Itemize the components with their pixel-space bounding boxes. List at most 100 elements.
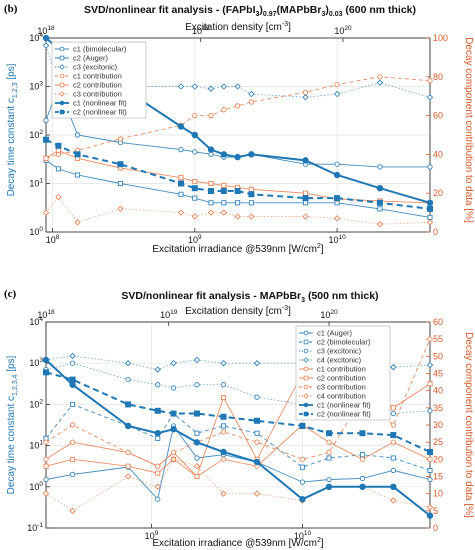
legend-label: c4 contribution — [317, 392, 366, 401]
data-point — [117, 205, 124, 212]
legend-label: c2 contribution — [317, 374, 366, 383]
y2-tick-label: 35 — [433, 403, 443, 413]
legend-marker — [303, 366, 309, 372]
data-point — [221, 107, 227, 113]
y-tick-label: 104 — [29, 32, 43, 43]
y2-tick-label: 15 — [433, 472, 443, 482]
data-point — [191, 131, 198, 139]
legend-marker — [303, 339, 309, 345]
data-point — [359, 430, 366, 437]
top-tick-label: 1020 — [334, 25, 352, 36]
data-point — [155, 382, 161, 388]
legend-label: c3 (excitonic) — [317, 347, 362, 356]
data-point — [221, 182, 227, 188]
legend-marker — [59, 82, 65, 88]
legend-label: c2 (bimolecular) — [317, 338, 371, 347]
data-point — [426, 512, 434, 519]
y2-axis-title: Decay component contribution to data [%] — [463, 332, 474, 518]
y2-tick-label: 60 — [433, 317, 443, 327]
panel-label: (b) — [4, 3, 18, 15]
data-point — [69, 439, 76, 445]
y2-tick-label: 20 — [433, 188, 443, 198]
data-point — [427, 336, 433, 342]
chart-title: SVD/nonlinear fit analysis - MAPbBr3 (50… — [121, 290, 378, 304]
y2-axis-title: Decay component contribution to data [%] — [463, 37, 474, 223]
data-point — [390, 483, 397, 490]
data-point — [248, 200, 254, 206]
data-point — [220, 490, 227, 497]
data-point — [124, 360, 132, 367]
legend: c1 (bimolecular)c2 (Auger)c3 (excitonic)… — [51, 41, 147, 119]
y-axis-title: Decay time constant c1,2,3 [ps] — [6, 63, 19, 196]
data-point — [117, 180, 123, 186]
data-point — [177, 123, 185, 130]
data-point — [334, 81, 340, 88]
data-point — [302, 157, 309, 164]
data-point — [178, 191, 184, 197]
data-point — [43, 476, 49, 483]
data-point — [117, 136, 123, 142]
panel-c: (c) SVD/nonlinear fit analysis - MAPbBr3… — [4, 288, 474, 549]
data-point — [248, 90, 255, 98]
legend-label: c1 (nonlinear fit) — [73, 99, 127, 108]
data-point — [178, 146, 184, 153]
legend-marker — [59, 91, 65, 97]
data-point — [194, 455, 200, 461]
data-point — [359, 475, 366, 481]
y-tick-label: 100 — [29, 226, 43, 237]
top-tick-label: 1018 — [37, 309, 55, 320]
data-point — [193, 463, 201, 470]
data-point — [234, 153, 241, 161]
data-point — [426, 205, 433, 212]
data-point — [390, 439, 396, 445]
data-point — [377, 164, 383, 170]
y-tick-label: 102 — [29, 398, 43, 409]
data-point — [302, 94, 309, 101]
data-point — [427, 467, 433, 473]
series-line — [45, 45, 431, 98]
data-point — [42, 490, 50, 497]
data-point — [69, 376, 76, 383]
data-point — [299, 456, 306, 462]
y2-tick-label: 45 — [433, 369, 443, 379]
data-point — [334, 161, 340, 167]
data-point — [69, 422, 76, 428]
data-point — [326, 449, 332, 456]
data-point — [69, 360, 76, 366]
data-point — [43, 439, 49, 445]
legend-label: c2 (nonlinear fit) — [73, 108, 127, 117]
y-tick-label: 103 — [29, 81, 43, 92]
data-point — [299, 479, 306, 485]
data-point — [220, 151, 228, 158]
data-point — [220, 382, 227, 388]
data-point — [170, 385, 177, 391]
data-point — [43, 456, 49, 462]
y2-tick-label: 100 — [433, 33, 448, 43]
data-point — [333, 171, 341, 179]
data-point — [248, 191, 255, 198]
data-point — [125, 401, 132, 408]
top-tick-label: 1019 — [192, 25, 210, 36]
data-point — [427, 476, 433, 483]
data-point — [254, 394, 260, 400]
legend-marker — [303, 402, 309, 408]
data-point — [220, 188, 227, 195]
data-point — [207, 188, 214, 195]
legend-label: c2 (Auger) — [73, 54, 109, 63]
data-point — [334, 195, 341, 202]
data-point — [192, 195, 198, 201]
data-point — [253, 360, 261, 367]
data-point — [55, 166, 61, 172]
data-point — [55, 142, 62, 149]
x-tick-label: 109 — [188, 234, 202, 245]
legend-marker — [59, 109, 65, 115]
series-line — [45, 160, 431, 218]
y2-tick-label: 60 — [433, 111, 443, 121]
data-point — [427, 381, 433, 387]
data-point — [221, 395, 227, 401]
data-point — [177, 83, 185, 90]
legend-marker — [59, 55, 65, 61]
data-point — [221, 200, 227, 206]
y-tick-label: 102 — [29, 129, 43, 140]
data-point — [426, 361, 434, 369]
